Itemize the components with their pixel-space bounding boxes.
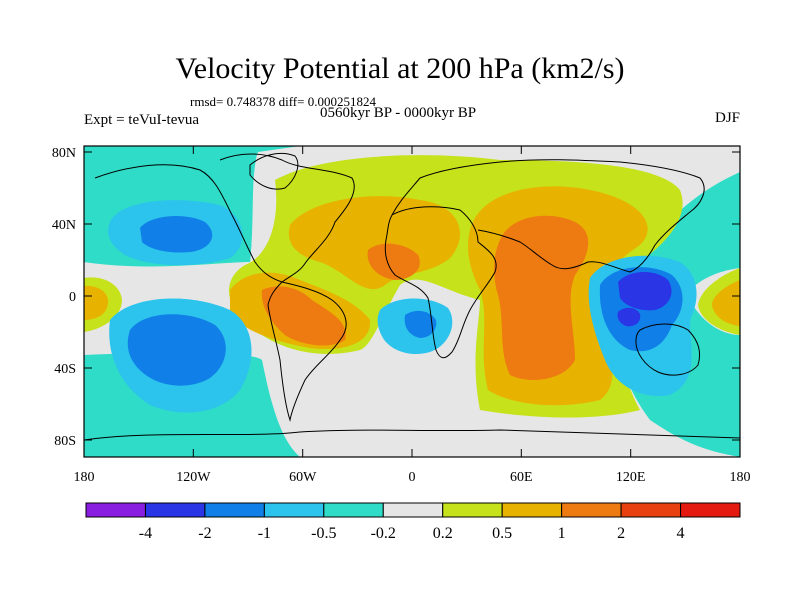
colorbar-box [620, 502, 682, 518]
colorbar-label: 2 [617, 525, 625, 542]
experiment-label: Expt = teVuI-tevua [84, 112, 200, 128]
colorbar-box [263, 502, 325, 518]
lat-label: 80S [54, 434, 76, 449]
field-neg-strong-spacific [127, 314, 226, 386]
colorbar-label: 0.5 [492, 525, 512, 542]
coast-antarctica [84, 429, 740, 441]
coast-north-america [94, 153, 355, 283]
colorbar-label: -1 [258, 525, 271, 542]
colorbar-box [323, 502, 384, 518]
lat-label: 40N [52, 218, 76, 233]
period-label: 0560kyr BP - 0000kyr BP [320, 105, 477, 121]
lat-label: 80N [52, 146, 76, 161]
map-title: Velocity Potential at 200 hPa (km2/s) [175, 52, 625, 85]
field-neg-max-indonesia [617, 307, 641, 327]
lon-label: 120E [616, 470, 646, 485]
season-label: DJF [714, 110, 740, 126]
coast-greenland [249, 152, 299, 190]
field-pos-strong-atlantic [367, 243, 420, 280]
colorbar-box [442, 502, 503, 518]
coastlines [84, 152, 740, 441]
field-neg-strong-npacific [140, 216, 213, 253]
colorbar: -4 -2 -1 -0.5 -0.2 0.2 0.5 1 2 4 [85, 502, 741, 542]
colorbar-box [85, 502, 146, 518]
lon-label: 60W [289, 470, 317, 485]
lon-label: 180 [74, 470, 95, 485]
colorbar-label: -0.2 [371, 525, 396, 542]
colorbar-box [561, 502, 622, 518]
colorbar-box [382, 502, 444, 518]
lon-label: 120W [176, 470, 211, 485]
colorbar-label: 4 [677, 525, 685, 542]
lon-label: 0 [409, 470, 416, 485]
coast-africa [384, 206, 497, 359]
colorbar-box [204, 502, 265, 518]
latitude-axis: 80N 40N 0 40S 80S [52, 146, 740, 449]
field-pos-mid-east [712, 280, 740, 326]
field-neg-max-wpacific [618, 271, 672, 311]
colorbar-box [680, 502, 741, 518]
colorbar-label: -2 [198, 525, 211, 542]
field-pos-strong-samerica [261, 286, 346, 346]
field-neg-strong-satlantic [404, 310, 437, 338]
longitude-axis: 180 120W 60W 0 60E 120E 180 [74, 146, 751, 485]
lat-label: 0 [69, 290, 76, 305]
coast-south-america [267, 281, 347, 422]
lat-label: 40S [54, 362, 76, 377]
colorbar-label: 1 [558, 525, 566, 542]
stats-line: rmsd= 0.748378 diff= 0.000251824 [190, 94, 376, 109]
colorbar-label: -0.5 [311, 525, 336, 542]
coast-eurasia [391, 159, 705, 273]
field-pos-strong-africa [494, 215, 589, 380]
contour-field [84, 146, 740, 457]
field-pos-mid-pacific [84, 285, 108, 320]
colorbar-box [144, 502, 206, 518]
colorbar-label: 0.2 [433, 525, 453, 542]
colorbar-box [501, 502, 563, 518]
coast-australia [635, 323, 701, 376]
lon-label: 180 [730, 470, 751, 485]
colorbar-label: -4 [139, 525, 152, 542]
lon-label: 60E [510, 470, 533, 485]
